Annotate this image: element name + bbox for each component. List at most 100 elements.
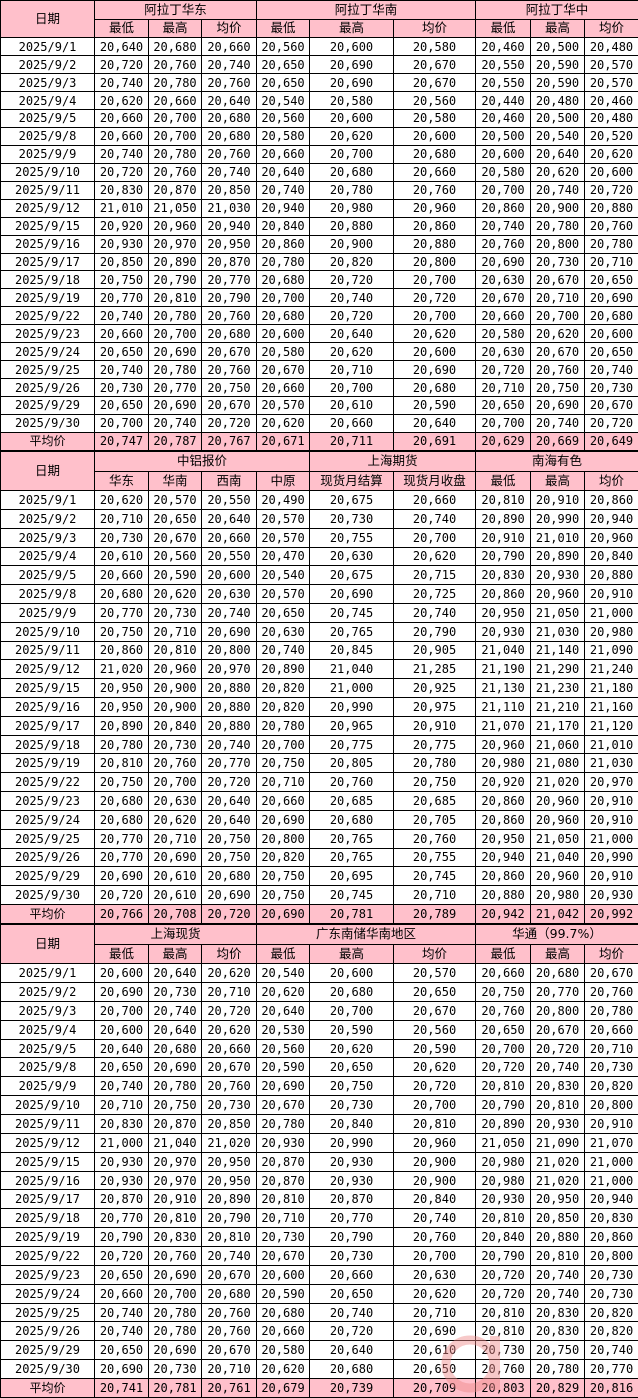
price-cell: 20,890	[530, 546, 586, 567]
date-cell: 2025/9/22	[0, 772, 95, 793]
price-cell: 20,690	[475, 252, 531, 272]
price-cell: 20,800	[393, 252, 476, 272]
price-cell: 20,930	[530, 565, 586, 586]
price-cell: 20,540	[530, 126, 585, 146]
price-cell: 20,710	[475, 378, 531, 397]
price-cell: 20,620	[148, 809, 202, 830]
price-cell: 20,910	[148, 1189, 202, 1210]
price-cell: 20,900	[393, 1170, 477, 1191]
price-cell: 20,680	[94, 791, 149, 811]
price-cell: 20,650	[584, 342, 638, 362]
price-cell: 20,780	[148, 1321, 202, 1342]
price-cell: 20,905	[393, 640, 477, 661]
price-cell: 20,670	[530, 342, 585, 362]
price-cell: 20,970	[584, 772, 638, 793]
price-cell: 20,790	[475, 1246, 532, 1266]
price-cell: 20,820	[309, 252, 394, 272]
price-cell: 20,640	[201, 809, 257, 830]
group-header: 上海现货	[93, 924, 258, 945]
price-cell: 20,650	[94, 342, 149, 362]
price-cell: 20,600	[309, 37, 394, 57]
price-cell: 20,820	[584, 1321, 638, 1342]
price-cell: 20,650	[148, 508, 202, 529]
price-cell: 20,750	[255, 866, 311, 887]
price-cell: 21,160	[584, 697, 638, 717]
price-cell: 21,000	[309, 678, 395, 698]
price-cell: 20,690	[393, 1321, 477, 1342]
date-cell: 2025/9/12	[0, 1132, 95, 1153]
price-cell: 20,810	[94, 753, 149, 774]
price-cell: 20,960	[530, 809, 586, 830]
price-cell: 20,870	[201, 252, 257, 272]
column-header: 最高	[148, 18, 202, 39]
price-cell: 21,000	[94, 1132, 149, 1153]
price-cell: 20,680	[309, 1359, 395, 1380]
price-cell: 20,720	[200, 1000, 258, 1021]
price-cell: 20,830	[475, 565, 532, 586]
price-cell: 20,765	[309, 847, 395, 868]
price-cell: 20,730	[584, 1283, 638, 1304]
price-cell: 20,550	[201, 490, 257, 510]
price-cell: 20,620	[256, 1359, 311, 1380]
price-cell: 20,640	[256, 162, 310, 182]
column-header: 最高	[530, 943, 586, 965]
price-cell: 20,870	[94, 1189, 149, 1210]
price-cell: 20,680	[201, 126, 257, 146]
table-row: 2025/9/3 20,700 20,740 20,720 20,640 20,700 20…	[0, 1000, 638, 1021]
price-cell: 20,750	[475, 982, 532, 1002]
price-cell: 21,290	[530, 659, 586, 680]
price-cell: 20,700	[148, 772, 202, 793]
price-cell: 20,720	[94, 55, 149, 75]
column-header: 西南	[201, 470, 257, 492]
table-row: 2025/9/23 20,680 20,630 20,640 20,660 20,685 2…	[0, 791, 638, 811]
price-cell: 20,640	[309, 324, 394, 344]
price-cell: 20,780	[256, 1114, 311, 1134]
group-header: 华通（99.7%）	[475, 924, 638, 945]
price-cell: 20,750	[309, 1076, 395, 1097]
price-cell: 20,690	[148, 847, 202, 868]
price-cell: 20,940	[584, 508, 638, 529]
price-cell: 20,650	[393, 982, 477, 1002]
price-cell: 20,720	[201, 772, 257, 793]
price-cell: 20,620	[393, 1283, 477, 1304]
price-cell: 20,940	[201, 216, 257, 236]
price-cell: 20,660	[94, 565, 149, 586]
price-cell: 21,080	[530, 753, 586, 774]
price-cell: 21,030	[201, 198, 257, 218]
price-cell: 20,770	[201, 753, 257, 774]
price-cell: 20,880	[584, 565, 638, 586]
price-cell: 20,900	[148, 697, 202, 717]
average-row: 平均价 20,766 20,708 20,720 20,690 20,781 20,789 2…	[0, 903, 638, 925]
table-row: 2025/9/22 20,720 20,760 20,740 20,670 20,730 2…	[0, 1246, 638, 1266]
price-cell: 20,790	[148, 270, 202, 290]
price-cell: 20,730	[148, 982, 202, 1002]
price-cell: 20,950	[475, 602, 532, 623]
price-cell: 20,765	[309, 828, 395, 849]
price-cell: 20,970	[148, 1170, 202, 1191]
table-row: 2025/9/8 20,660 20,700 20,680 20,580 20,620 20…	[0, 126, 638, 146]
price-cell: 20,830	[530, 1076, 586, 1097]
price-cell: 20,765	[309, 621, 395, 642]
date-cell: 2025/9/15	[0, 678, 95, 698]
price-cell: 20,890	[148, 252, 202, 272]
price-cell: 20,760	[530, 360, 585, 380]
price-cell: 20,660	[475, 306, 531, 326]
price-cell: 20,580	[475, 324, 531, 344]
price-cell: 20,950	[201, 234, 257, 254]
price-cell: 20,720	[201, 413, 257, 433]
date-cell: 2025/9/19	[0, 288, 95, 308]
price-cell: 20,760	[200, 1076, 258, 1097]
group-header: 阿拉丁华东	[94, 0, 257, 20]
price-cell: 20,745	[309, 602, 395, 623]
price-cell: 20,640	[94, 1038, 149, 1059]
price-cell: 20,730	[584, 378, 638, 397]
price-cell: 20,560	[256, 1038, 311, 1059]
price-cell: 20,690	[255, 809, 311, 830]
price-cell: 20,660	[256, 144, 310, 164]
price-cell: 21,240	[584, 659, 638, 680]
date-header: 日期	[0, 0, 95, 39]
price-cell: 20,860	[584, 1227, 638, 1248]
price-cell: 20,650	[393, 1359, 477, 1380]
price-cell: 20,700	[255, 734, 311, 755]
price-cell: 21,110	[475, 697, 532, 717]
